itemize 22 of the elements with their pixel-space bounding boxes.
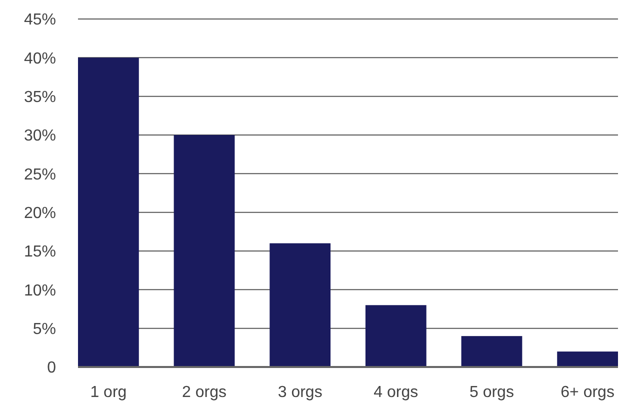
- y-tick-label: 20%: [24, 204, 56, 222]
- x-tick-label: 6+ orgs: [560, 384, 614, 401]
- bar: [78, 58, 139, 367]
- x-tick-label: 1 org: [90, 384, 127, 401]
- x-tick-label: 5 orgs: [470, 384, 514, 401]
- bar: [557, 352, 618, 367]
- y-tick-label: 0: [47, 360, 56, 377]
- bar: [270, 243, 331, 367]
- x-tick-label: 2 orgs: [182, 384, 226, 401]
- bar: [174, 135, 235, 367]
- y-tick-label: 25%: [24, 166, 56, 184]
- y-tick-label: 10%: [24, 282, 56, 300]
- y-tick-label: 5%: [32, 320, 56, 338]
- y-tick-label: 15%: [24, 244, 56, 261]
- bar: [365, 305, 426, 367]
- x-tick-label: 4 orgs: [374, 384, 418, 401]
- y-tick-label: 30%: [24, 128, 56, 145]
- y-tick-label: 45%: [24, 12, 56, 29]
- bar: [461, 336, 522, 367]
- x-tick-label: 3 orgs: [278, 384, 322, 401]
- y-tick-label: 40%: [24, 50, 56, 68]
- y-tick-label: 35%: [24, 88, 56, 106]
